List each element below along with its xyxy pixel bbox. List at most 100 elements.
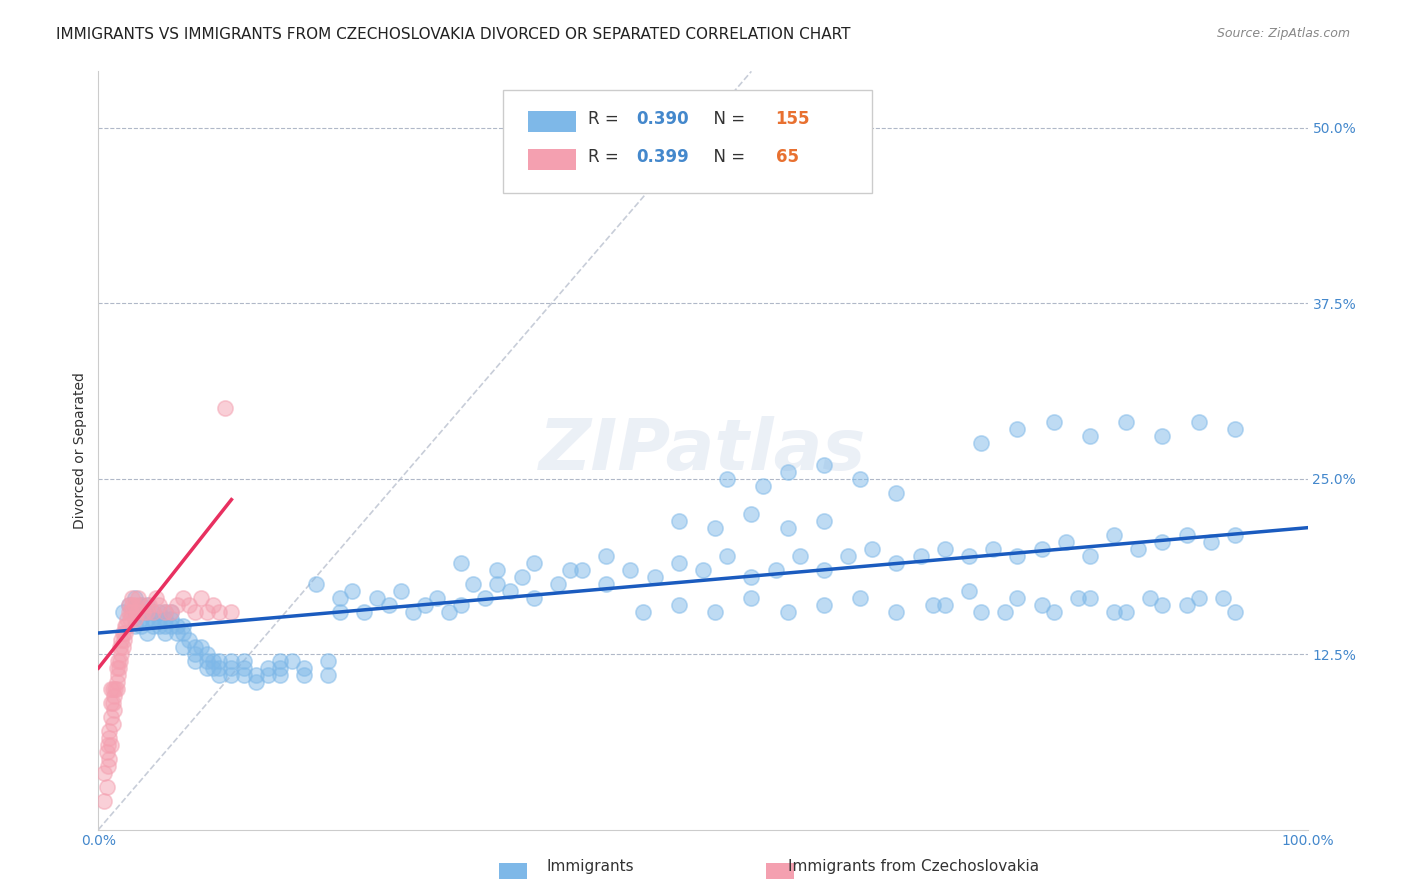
Immigrants [129,612,152,626]
Immigrants from Czechoslovakia [100,739,122,753]
Immigrants [129,605,152,619]
Immigrants from Czechoslovakia [221,605,243,619]
Immigrants [124,619,146,633]
Immigrants [153,619,176,633]
Immigrants [166,619,188,633]
Immigrants [716,471,738,485]
Immigrants [124,605,146,619]
Immigrants [934,598,956,612]
Immigrants [740,570,762,584]
Immigrants [631,605,654,619]
Immigrants [160,619,183,633]
Immigrants [256,661,278,675]
Immigrants [668,514,690,528]
Immigrants [172,640,194,654]
Immigrants [1128,541,1150,556]
Immigrants [1152,598,1174,612]
Immigrants [426,591,449,605]
Immigrants [184,647,207,661]
Immigrants from Czechoslovakia [97,739,120,753]
Immigrants [547,577,569,591]
Immigrants [704,605,727,619]
Immigrants from Czechoslovakia [179,598,201,612]
Text: N =: N = [703,148,751,166]
Immigrants from Czechoslovakia [98,752,121,766]
Immigrants [221,661,243,675]
Immigrants [172,619,194,633]
Immigrants [1042,416,1064,430]
Immigrants [269,654,291,668]
Immigrants [142,619,165,633]
Immigrants [1175,598,1198,612]
Immigrants [789,549,811,563]
Immigrants [179,633,201,648]
Immigrants [232,661,254,675]
Immigrants [1102,527,1125,541]
Immigrants [813,563,835,577]
Immigrants from Czechoslovakia [112,633,135,648]
Immigrants [166,626,188,640]
Immigrants [776,605,799,619]
Immigrants from Czechoslovakia [108,661,131,675]
Immigrants [329,591,352,605]
Immigrants from Czechoslovakia [145,591,167,605]
Immigrants [813,514,835,528]
Immigrants [232,668,254,682]
Text: 65: 65 [776,148,799,166]
Immigrants from Czechoslovakia [132,605,155,619]
Immigrants from Czechoslovakia [93,795,115,809]
Immigrants from Czechoslovakia [118,598,141,612]
Immigrants from Czechoslovakia [103,689,125,703]
Immigrants [934,541,956,556]
Text: Source: ZipAtlas.com: Source: ZipAtlas.com [1216,27,1350,40]
Text: 155: 155 [776,110,810,128]
Immigrants [316,654,339,668]
Immigrants from Czechoslovakia [98,724,121,739]
Immigrants [172,626,194,640]
Immigrants from Czechoslovakia [120,605,142,619]
Immigrants from Czechoslovakia [142,605,165,619]
Immigrants from Czechoslovakia [115,619,138,633]
Immigrants from Czechoslovakia [118,612,141,626]
Immigrants from Czechoslovakia [166,598,188,612]
Immigrants from Czechoslovakia [93,766,115,780]
Immigrants from Czechoslovakia [108,640,131,654]
Immigrants [1054,534,1077,549]
Immigrants [135,612,157,626]
Immigrants from Czechoslovakia [101,696,124,710]
Immigrants [752,478,775,492]
Immigrants from Czechoslovakia [117,612,139,626]
Immigrants [124,591,146,605]
Immigrants [716,549,738,563]
Immigrants from Czechoslovakia [114,619,136,633]
Immigrants from Czechoslovakia [103,703,125,717]
Immigrants [305,577,328,591]
Immigrants [1067,591,1090,605]
Immigrants from Czechoslovakia [101,682,124,697]
Immigrants [153,612,176,626]
Immigrants [292,668,315,682]
Immigrants [208,661,231,675]
FancyBboxPatch shape [527,111,576,132]
Text: N =: N = [703,110,751,128]
Immigrants [316,668,339,682]
Immigrants [1102,605,1125,619]
Immigrants [389,583,412,598]
Immigrants [1007,422,1029,436]
Immigrants [813,458,835,472]
Immigrants from Czechoslovakia [208,605,231,619]
Immigrants [269,661,291,675]
Immigrants from Czechoslovakia [121,591,143,605]
Immigrants [1188,416,1211,430]
Immigrants [402,605,425,619]
Immigrants from Czechoslovakia [118,605,141,619]
Immigrants [1078,549,1101,563]
Immigrants [208,668,231,682]
Immigrants from Czechoslovakia [153,605,176,619]
Immigrants [957,549,980,563]
Immigrants [510,570,533,584]
Immigrants from Czechoslovakia [96,780,118,795]
Text: R =: R = [588,110,624,128]
Immigrants [160,605,183,619]
Immigrants [184,654,207,668]
